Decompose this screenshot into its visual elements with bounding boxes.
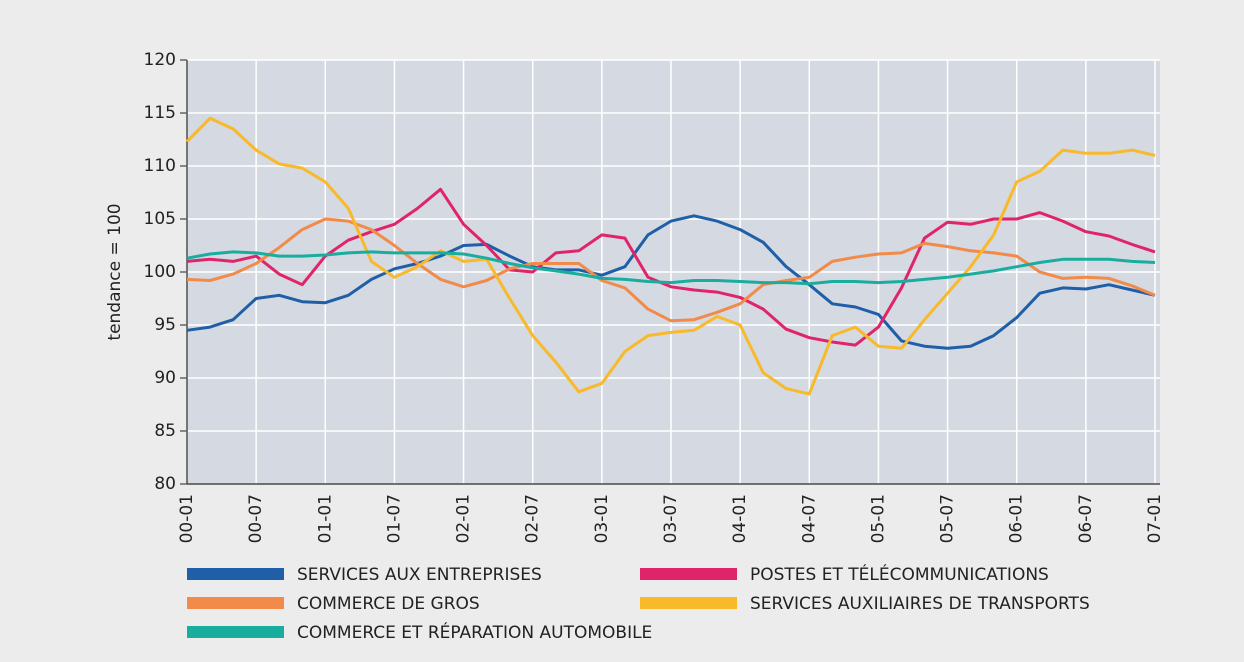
series-line [185, 116, 1156, 396]
x-tick-label: 03-07 [661, 494, 681, 543]
x-tick-label: 02-01 [454, 494, 474, 543]
legend-label: SERVICES AUX ENTREPRISES [297, 565, 542, 585]
series-line [186, 187, 1156, 347]
legend-swatch [187, 568, 284, 580]
legend-label: COMMERCE DE GROS [297, 594, 480, 614]
series-line [186, 250, 1156, 286]
x-tick-label: 00-01 [177, 494, 197, 543]
x-tick-label: 01-01 [315, 494, 335, 543]
y-tick-label: 90 [154, 368, 176, 388]
series-line [186, 214, 1156, 350]
legend-label: POSTES ET TÉLÉCOMMUNICATIONS [750, 563, 1049, 585]
y-tick-label: 85 [154, 421, 176, 441]
legend-label: COMMERCE ET RÉPARATION AUTOMOBILE [297, 621, 652, 643]
y-tick-label: 80 [154, 474, 176, 494]
x-tick-label: 01-07 [384, 494, 404, 543]
legend-label: SERVICES AUXILIAIRES DE TRANSPORTS [750, 594, 1090, 614]
legend-swatch [640, 597, 737, 609]
x-tick-label: 02-07 [523, 494, 543, 543]
x-tick-label: 06-07 [1076, 494, 1096, 543]
x-tick-label: 04-07 [799, 494, 819, 543]
y-tick-label: 100 [144, 262, 176, 282]
x-tick-label: 07-01 [1145, 494, 1165, 543]
y-tick-label: 115 [144, 103, 176, 123]
x-tick-label: 04-01 [730, 494, 750, 543]
y-tick-label: 110 [144, 156, 176, 176]
series-line [186, 217, 1156, 323]
x-tick-label: 05-01 [868, 494, 888, 543]
legend-swatch [640, 568, 737, 580]
y-tick-label: 105 [144, 209, 176, 229]
x-tick-label: 00-07 [246, 494, 266, 543]
y-tick-label: 120 [144, 50, 176, 70]
x-tick-label: 06-01 [1007, 494, 1027, 543]
x-tick-label: 05-07 [938, 494, 958, 543]
legend-swatch [187, 626, 284, 638]
y-tick-label: 95 [154, 315, 176, 335]
y-axis-label: tendance = 100 [105, 203, 125, 340]
x-tick-label: 03-01 [592, 494, 612, 543]
legend-swatch [187, 597, 284, 609]
